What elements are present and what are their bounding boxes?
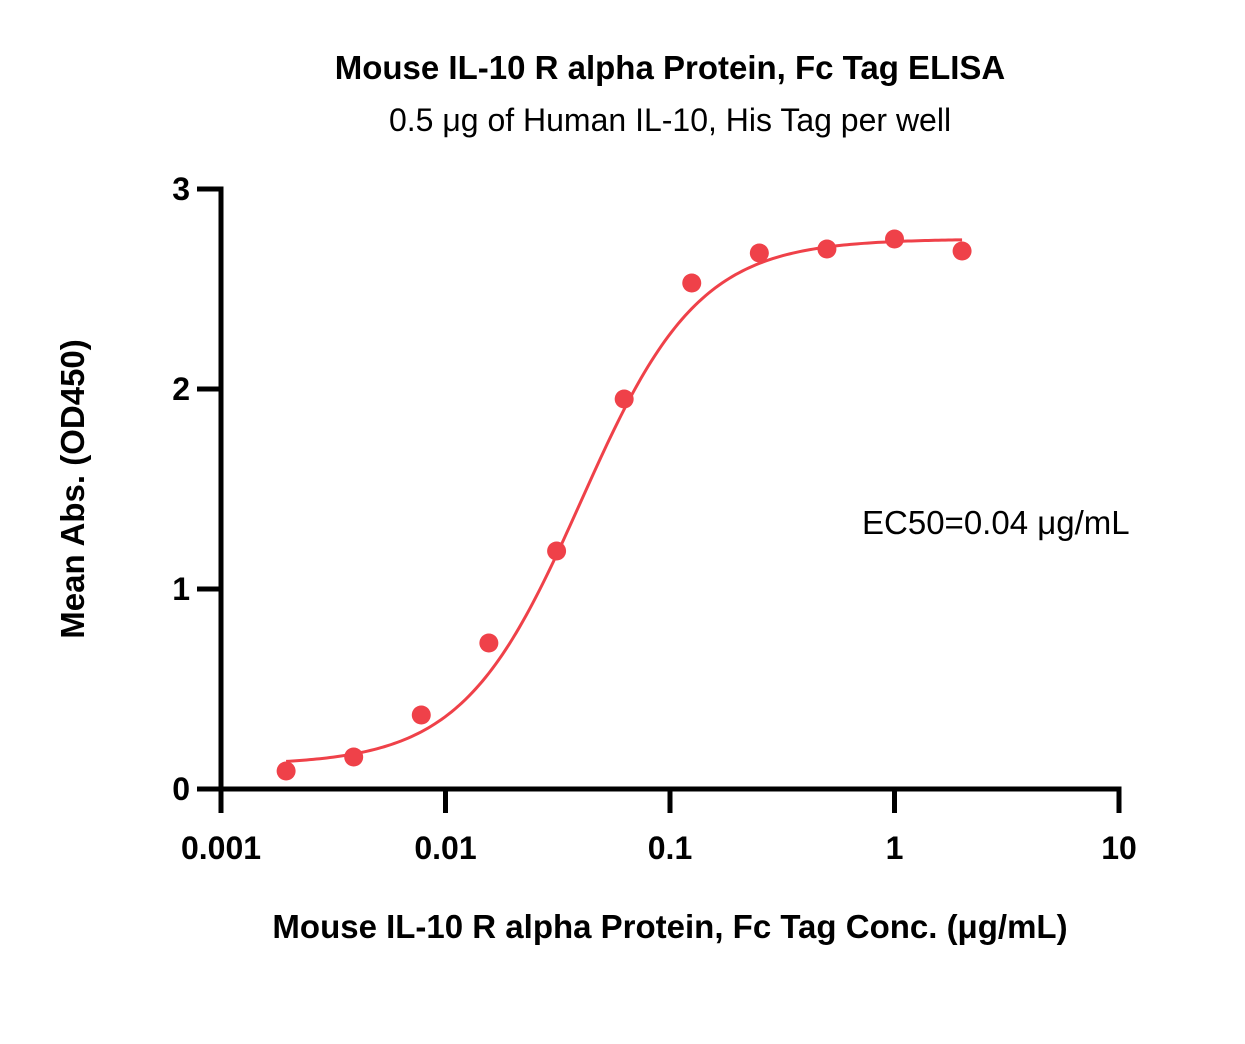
x-tick-label: 1	[886, 830, 904, 866]
data-point	[276, 761, 296, 781]
x-tick-label: 10	[1101, 830, 1137, 866]
data-point	[344, 747, 364, 767]
chart-subtitle: 0.5 μg of Human IL-10, His Tag per well	[389, 102, 951, 138]
data-points	[276, 229, 972, 781]
y-tick-label: 2	[172, 371, 190, 407]
data-point	[817, 239, 837, 259]
fit-curve	[286, 238, 963, 763]
data-point	[479, 633, 499, 653]
chart-title: Mouse IL-10 R alpha Protein, Fc Tag ELIS…	[335, 49, 1006, 86]
data-point	[749, 243, 769, 263]
data-point	[614, 389, 634, 409]
fit-curve-layer	[286, 238, 963, 763]
data-point	[682, 273, 702, 293]
y-tick-label: 3	[172, 171, 190, 207]
y-axis-label: Mean Abs. (OD450)	[54, 339, 91, 639]
x-axis-label: Mouse IL-10 R alpha Protein, Fc Tag Conc…	[272, 908, 1067, 945]
data-point	[411, 705, 431, 725]
ec50-annotation: EC50=0.04 μg/mL	[862, 504, 1130, 541]
x-tick-label: 0.01	[414, 830, 476, 866]
x-tick-label: 0.1	[648, 830, 692, 866]
axes	[197, 186, 1122, 813]
y-tick-label: 1	[172, 571, 190, 607]
data-point	[885, 229, 904, 249]
data-point	[547, 541, 567, 561]
tick-labels: 0 1 2 3 0.001 0.01 0.1 1 10	[172, 171, 1137, 866]
y-tick-label: 0	[172, 771, 190, 807]
data-point	[952, 241, 972, 261]
x-tick-label: 0.001	[181, 830, 261, 866]
